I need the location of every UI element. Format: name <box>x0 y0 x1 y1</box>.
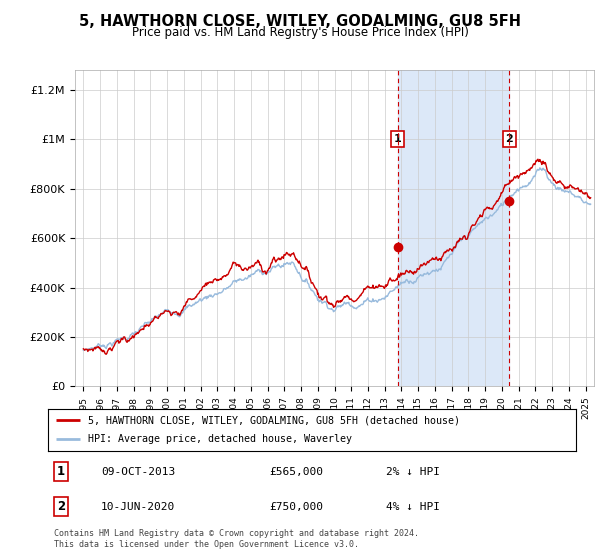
Text: Contains HM Land Registry data © Crown copyright and database right 2024.
This d: Contains HM Land Registry data © Crown c… <box>54 529 419 549</box>
Bar <box>398 70 509 386</box>
Text: 2: 2 <box>505 134 513 144</box>
Text: 2: 2 <box>57 500 65 513</box>
Text: £750,000: £750,000 <box>270 502 324 511</box>
Text: 10-JUN-2020: 10-JUN-2020 <box>101 502 175 511</box>
Text: 1: 1 <box>394 134 401 144</box>
Text: Price paid vs. HM Land Registry's House Price Index (HPI): Price paid vs. HM Land Registry's House … <box>131 26 469 39</box>
Text: 2% ↓ HPI: 2% ↓ HPI <box>386 467 440 477</box>
Text: 4% ↓ HPI: 4% ↓ HPI <box>386 502 440 511</box>
Text: £565,000: £565,000 <box>270 467 324 477</box>
Text: 09-OCT-2013: 09-OCT-2013 <box>101 467 175 477</box>
Text: 5, HAWTHORN CLOSE, WITLEY, GODALMING, GU8 5FH (detached house): 5, HAWTHORN CLOSE, WITLEY, GODALMING, GU… <box>88 415 460 425</box>
Text: 1: 1 <box>57 465 65 478</box>
Text: HPI: Average price, detached house, Waverley: HPI: Average price, detached house, Wave… <box>88 435 352 445</box>
Text: 5, HAWTHORN CLOSE, WITLEY, GODALMING, GU8 5FH: 5, HAWTHORN CLOSE, WITLEY, GODALMING, GU… <box>79 14 521 29</box>
